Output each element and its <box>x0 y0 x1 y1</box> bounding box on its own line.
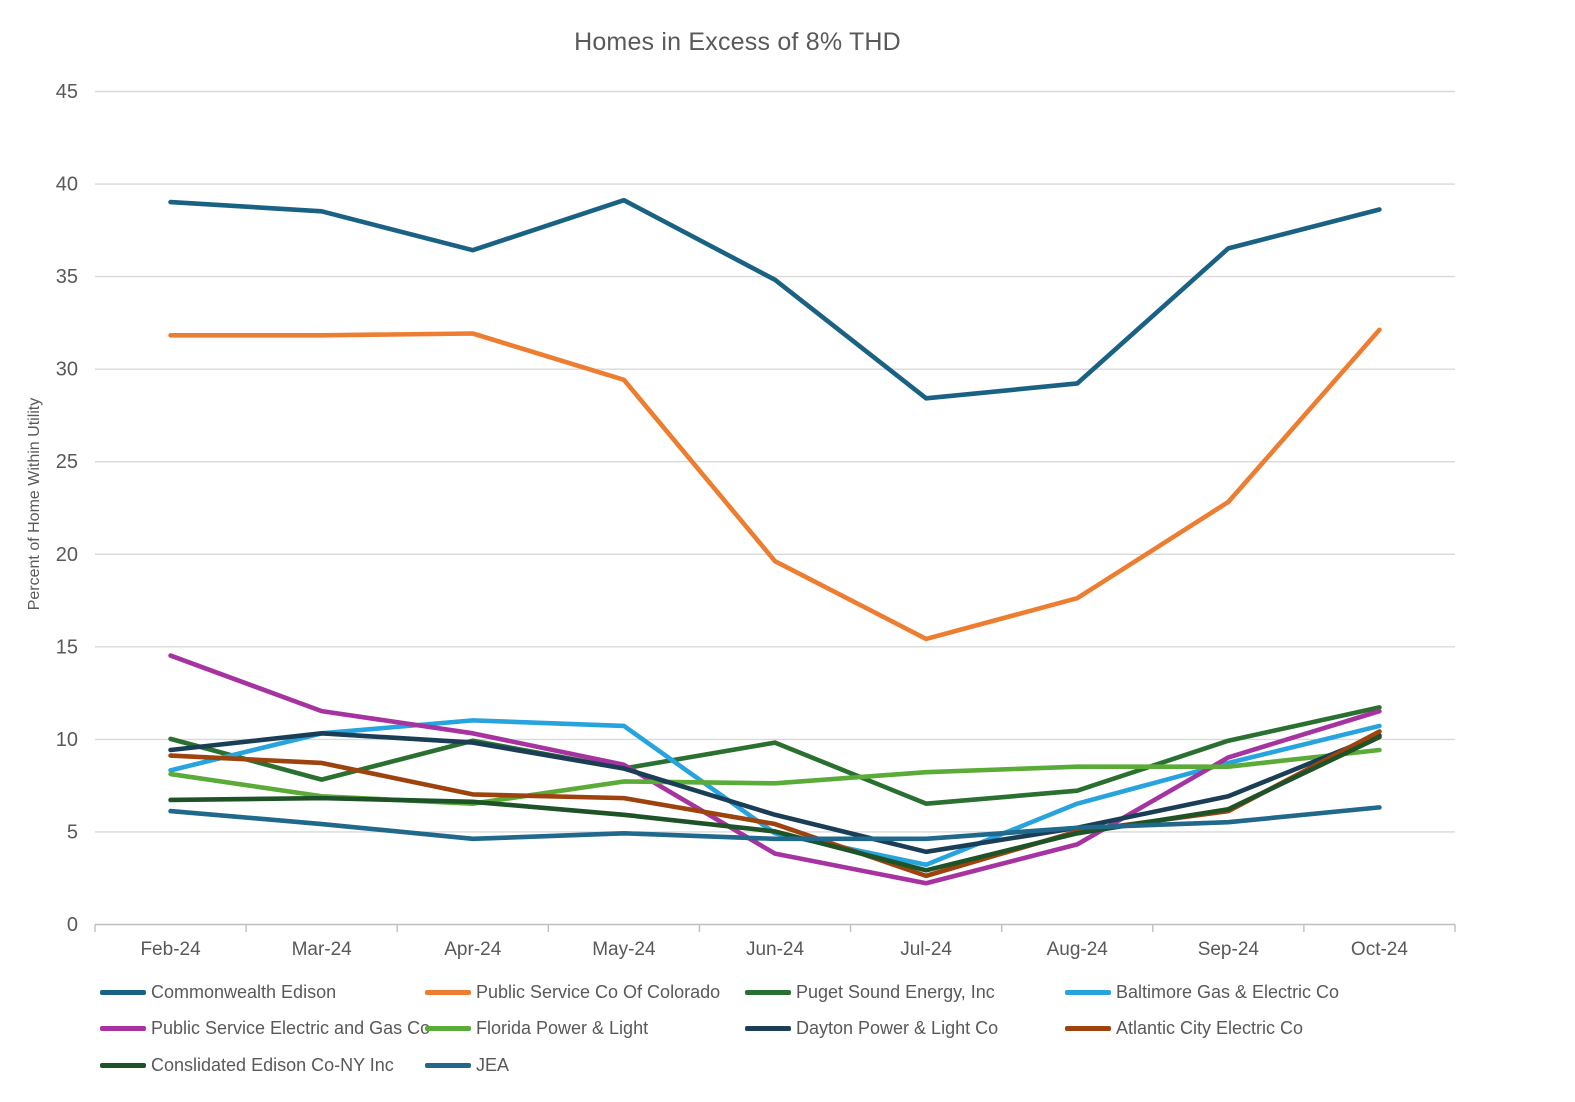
series-line-jea <box>168 805 1382 842</box>
x-tick-label-may-24: May-24 <box>592 939 656 960</box>
series-line-dayton-power-light-co <box>168 731 1382 855</box>
legend-swatch-atlantic-city-electric-co <box>1065 1026 1111 1031</box>
x-tick-label-sep-24: Sep-24 <box>1198 939 1260 960</box>
legend-label: Florida Power & Light <box>476 1018 649 1038</box>
legend-item-puget-sound-energy-inc: Puget Sound Energy, Inc <box>745 982 995 1003</box>
legend-swatch-jea <box>425 1063 471 1068</box>
legend-item-baltimore-gas-electric-co: Baltimore Gas & Electric Co <box>1065 982 1339 1003</box>
legend-label: Public Service Electric and Gas Co <box>151 1018 431 1038</box>
series-line-public-service-co-of-colorado <box>168 327 1382 642</box>
y-tick-label-25: 25 <box>56 451 78 473</box>
legend-item-florida-power-light: Florida Power & Light <box>425 1018 648 1039</box>
x-tick-label-oct-24: Oct-24 <box>1351 939 1408 960</box>
legend-swatch-conslidated-edison-co-ny-inc <box>100 1063 146 1068</box>
legend-label: JEA <box>476 1055 510 1075</box>
legend-swatch-public-service-co-of-colorado <box>425 990 471 995</box>
legend-label: Puget Sound Energy, Inc <box>796 982 995 1002</box>
series-line-conslidated-edison-co-ny-inc <box>168 734 1382 873</box>
legend-swatch-puget-sound-energy-inc <box>745 990 791 995</box>
chart-title: Homes in Excess of 8% THD <box>574 28 901 56</box>
legend-swatch-public-service-electric-and-gas-co <box>100 1026 146 1031</box>
legend-item-dayton-power-light-co: Dayton Power & Light Co <box>745 1018 998 1039</box>
x-tick-label-apr-24: Apr-24 <box>444 939 501 960</box>
legend-label: Conslidated Edison Co-NY Inc <box>151 1055 394 1075</box>
legend-label: Baltimore Gas & Electric Co <box>1116 982 1340 1002</box>
y-tick-label-35: 35 <box>56 266 78 288</box>
legend-item-jea: JEA <box>425 1055 509 1076</box>
plot-area: 0 5 10 15 20 25 30 35 40 45 Feb-24 Mar-24 Apr-24 May-… <box>56 81 1456 960</box>
legend-item-public-service-co-of-colorado: Public Service Co Of Colorado <box>425 982 720 1003</box>
legend-label: Commonwealth Edison <box>151 982 337 1002</box>
legend-swatch-florida-power-light <box>425 1026 471 1031</box>
series-line-public-service-electric-and-gas-co <box>168 653 1382 886</box>
legend-item-atlantic-city-electric-co: Atlantic City Electric Co <box>1065 1018 1303 1039</box>
legend-swatch-baltimore-gas-electric-co <box>1065 990 1111 995</box>
x-tick-label-feb-24: Feb-24 <box>140 939 201 960</box>
series-line-commonwealth-edison <box>168 197 1382 401</box>
legend-swatch-commonwealth-edison <box>100 990 146 995</box>
legend-item-conslidated-edison-co-ny-inc: Conslidated Edison Co-NY Inc <box>100 1055 394 1076</box>
x-tick-label-jul-24: Jul-24 <box>900 939 952 960</box>
y-tick-label-45: 45 <box>56 81 78 103</box>
legend-swatch-dayton-power-light-co <box>745 1026 791 1031</box>
series-line-puget-sound-energy-inc <box>168 705 1382 806</box>
y-tick-label-40: 40 <box>56 174 78 196</box>
y-tick-label-5: 5 <box>67 821 78 843</box>
y-tick-label-30: 30 <box>56 359 78 381</box>
y-tick-label-10: 10 <box>56 729 78 751</box>
legend-item-public-service-electric-and-gas-co: Public Service Electric and Gas Co <box>100 1018 430 1039</box>
x-tick-label-mar-24: Mar-24 <box>292 939 353 960</box>
legend-label: Atlantic City Electric Co <box>1116 1018 1304 1038</box>
legend-item-commonwealth-edison: Commonwealth Edison <box>100 982 336 1003</box>
legend-label: Dayton Power & Light Co <box>796 1018 999 1038</box>
y-tick-label-15: 15 <box>56 636 78 658</box>
x-tick-label-jun-24: Jun-24 <box>746 939 805 960</box>
x-tick-label-aug-24: Aug-24 <box>1047 939 1109 960</box>
y-tick-label-0: 0 <box>67 914 78 936</box>
legend-label: Public Service Co Of Colorado <box>476 982 721 1002</box>
y-tick-label-20: 20 <box>56 544 78 566</box>
